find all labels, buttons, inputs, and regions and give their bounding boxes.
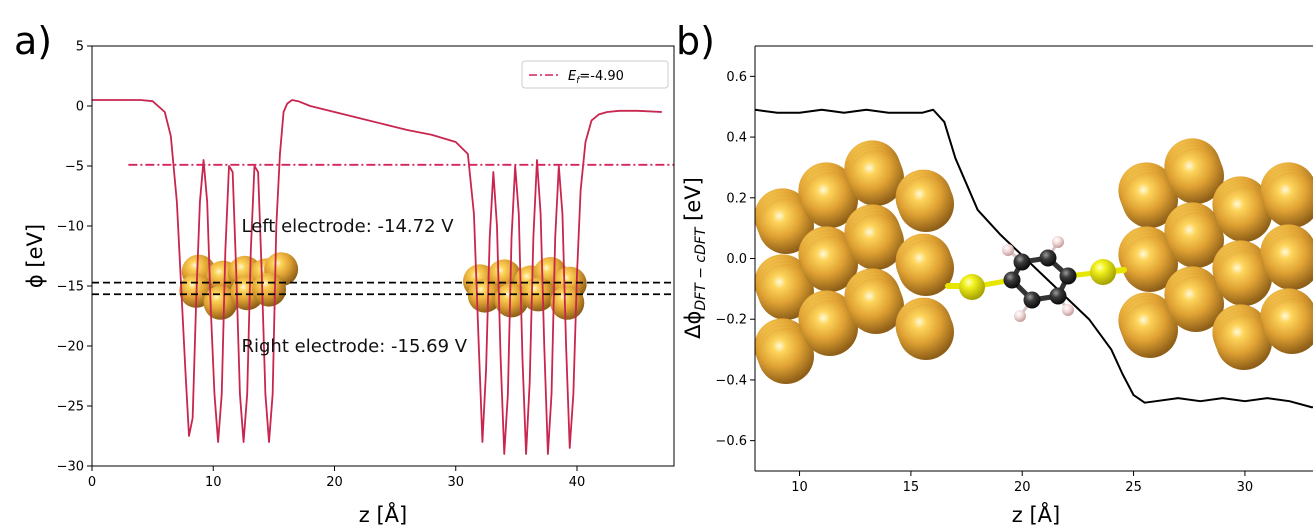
carbon-atom xyxy=(1013,253,1031,271)
gold-atom xyxy=(802,236,858,292)
x-tick-label: 30 xyxy=(447,475,464,490)
hydrogen-atom xyxy=(1052,236,1064,248)
carbon-atom xyxy=(1059,267,1077,285)
gold-atom xyxy=(898,176,954,232)
carbon-atom xyxy=(1023,291,1041,309)
gold-atom xyxy=(758,328,814,384)
gold-atom xyxy=(1168,276,1224,332)
gold-atom xyxy=(1122,302,1178,358)
gold-atom xyxy=(802,172,858,228)
gold-atom xyxy=(252,272,287,307)
x-tick-label: 20 xyxy=(1014,480,1031,495)
y-tick-label: 0.0 xyxy=(726,252,747,267)
y-tick-label: 0.2 xyxy=(726,191,747,206)
y-tick-label: −25 xyxy=(57,400,84,415)
legend-box xyxy=(521,60,669,89)
annotation-left-electrode: Left electrode: -14.72 V xyxy=(242,216,455,237)
panel-a-frame xyxy=(91,45,675,467)
panel-a-chart: Left electrode: -14.72 V Right electrode… xyxy=(23,40,675,527)
gold-atom xyxy=(1168,148,1224,204)
gold-atom xyxy=(550,285,585,320)
panel-a-plot-lines xyxy=(92,99,674,455)
panel-label-a: a) xyxy=(14,19,52,63)
gold-atom xyxy=(1264,234,1313,290)
y-tick-label: −15 xyxy=(57,280,84,295)
panel-b-ticks: 10 15 20 25 30 0.6 0.4 0.2 0.0 −0.2 −0.4 −0.6 xyxy=(715,70,1253,495)
panel-a-xlabel: z [Å] xyxy=(359,501,407,527)
gold-atom xyxy=(1122,236,1178,292)
gold-atom xyxy=(898,240,954,296)
gold-atom xyxy=(1264,172,1313,228)
hydrogen-atom xyxy=(1002,244,1014,256)
panel-b-chart: 10 15 20 25 30 0.6 0.4 0.2 0.0 −0.2 −0.4 −0.6 z [Å]… xyxy=(681,45,1313,527)
gold-atom xyxy=(848,150,904,206)
hydrogen-atom xyxy=(1062,304,1074,316)
x-tick-label: 10 xyxy=(791,480,808,495)
gold-atom xyxy=(758,264,814,320)
gold-atom xyxy=(1168,212,1224,268)
gold-atom xyxy=(848,214,904,270)
gold-atom xyxy=(758,198,814,254)
y-tick-label: −10 xyxy=(57,220,84,235)
y-tick-label: 0.4 xyxy=(726,131,747,146)
carbon-atom xyxy=(1049,287,1067,305)
x-tick-label: 25 xyxy=(1125,480,1142,495)
gold-atom xyxy=(898,304,954,360)
x-tick-label: 15 xyxy=(903,480,920,495)
carbon-atom xyxy=(1003,271,1021,289)
y-tick-label: 5 xyxy=(76,40,84,55)
legend-label-ef: Ef=-4.90 xyxy=(568,69,624,86)
y-tick-label: −0.4 xyxy=(715,373,747,388)
panel-label-b: b) xyxy=(676,19,715,63)
y-tick-label: −20 xyxy=(57,340,84,355)
sulfur-atom xyxy=(959,274,985,300)
x-tick-label: 20 xyxy=(326,475,343,490)
x-tick-label: 40 xyxy=(569,475,586,490)
y-tick-label: −5 xyxy=(65,160,84,175)
panel-b-ylabel: ΔϕDFT − cDFT [eV] xyxy=(681,177,709,339)
x-tick-label: 10 xyxy=(205,475,222,490)
sulfur-atom xyxy=(1090,259,1116,285)
gold-atom xyxy=(802,300,858,356)
y-tick-label: 0.6 xyxy=(726,70,747,85)
gold-atom xyxy=(1216,250,1272,306)
y-tick-label: 0 xyxy=(76,100,84,115)
panel-b-molecular-junction xyxy=(755,138,1313,384)
hydrogen-atom xyxy=(1014,310,1026,322)
x-tick-label: 0 xyxy=(88,475,96,490)
y-tick-label: −30 xyxy=(57,460,84,475)
y-tick-label: −0.6 xyxy=(715,434,747,449)
series-line-difference xyxy=(755,108,1313,409)
gold-atom xyxy=(848,278,904,334)
legend: Ef=-4.90 xyxy=(521,60,669,89)
panel-a-ylabel: ϕ [eV] xyxy=(23,224,47,288)
annotation-right-electrode: Right electrode: -15.69 V xyxy=(242,336,468,357)
gold-atom xyxy=(1122,172,1178,228)
panel-a-gold-clusters xyxy=(179,252,587,320)
gold-atom xyxy=(1216,314,1272,370)
x-tick-label: 30 xyxy=(1237,480,1254,495)
panel-b-xlabel: z [Å] xyxy=(1012,501,1060,527)
series-line-potential xyxy=(92,99,662,455)
y-tick-label: −0.2 xyxy=(715,313,747,328)
panel-b-plot-line xyxy=(755,108,1313,409)
gold-atom xyxy=(1264,298,1313,354)
gold-atom xyxy=(1216,186,1272,242)
carbon-atom xyxy=(1039,249,1057,267)
